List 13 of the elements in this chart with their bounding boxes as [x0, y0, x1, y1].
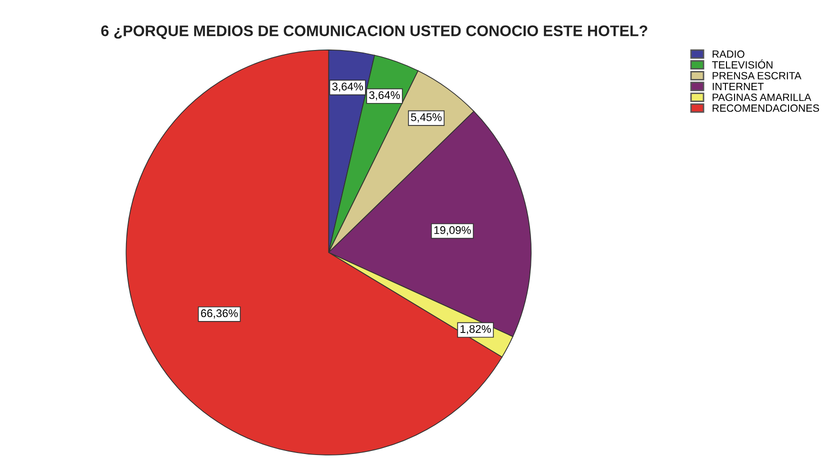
- legend-label: RADIO: [712, 50, 744, 58]
- data-label: 1,82%: [460, 325, 491, 334]
- data-label: 19,09%: [434, 226, 471, 236]
- data-label: 3,64%: [369, 91, 400, 100]
- data-label: 3,64%: [332, 82, 363, 92]
- legend-label: TELEVISIÓN: [712, 59, 772, 69]
- data-label: 5,45%: [410, 113, 442, 122]
- data-label: 66,36%: [201, 309, 238, 318]
- legend-label: PAGINAS AMARILLA: [712, 94, 812, 102]
- chart-title: 6 ¿PORQUE MEDIOS DE COMUNICACION USTED CONOCIO ESTE HOTEL?: [101, 25, 648, 40]
- legend-label: INTERNET: [712, 82, 764, 90]
- legend-label: PRENSA ESCRITA: [712, 72, 802, 80]
- legend-label: RECOMENDACIONES: [712, 104, 820, 112]
